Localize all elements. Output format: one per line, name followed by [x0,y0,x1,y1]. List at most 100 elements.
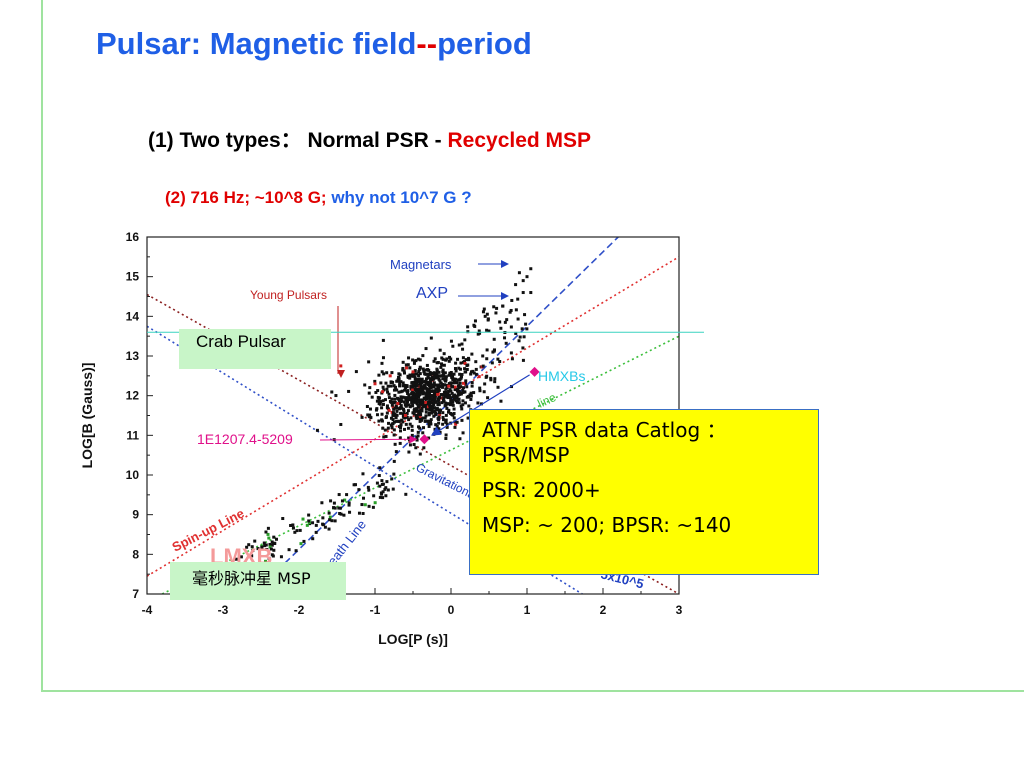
msp-point [338,512,342,516]
normal-pulsar-point [444,413,448,417]
normal-pulsar-point [390,422,394,426]
normal-pulsar-point [381,356,385,360]
msp-point [234,557,238,561]
normal-pulsar-point [471,369,475,373]
normal-pulsar-point [463,361,467,365]
normal-pulsar-point [432,385,436,389]
normal-pulsar-point [420,409,424,413]
normal-pulsar-point [360,415,364,419]
normal-pulsar-point [411,372,415,376]
msp-point [250,554,254,558]
normal-pulsar-point [428,405,432,409]
normal-pulsar-point [430,409,434,413]
msp-point [279,555,283,559]
normal-pulsar-point [418,378,422,382]
normal-pulsar-point [390,397,394,401]
normal-pulsar-point [377,401,381,405]
normal-pulsar-point [339,422,343,426]
normal-pulsar-point [429,336,433,340]
msp-point [392,472,396,476]
normal-pulsar-point [442,352,446,356]
normal-pulsar-point [499,399,503,403]
normal-pulsar-point [434,423,438,427]
normal-pulsar-point [461,347,465,351]
normal-pulsar-point [413,400,417,404]
msp-point [264,543,268,547]
normal-pulsar-point [442,393,446,397]
normal-pulsar-point [444,433,448,437]
normal-pulsar-point [403,384,407,388]
msp-point [340,499,344,503]
msp-point [281,517,285,521]
normal-pulsar-point [419,383,423,387]
normal-pulsar-point [417,374,421,378]
msp-point [266,526,270,530]
normal-pulsar-point [450,413,454,417]
normal-pulsar-point [413,375,417,379]
normal-pulsar-point [469,391,473,395]
msp-point [357,511,361,515]
normal-pulsar-point [424,381,428,385]
msp-point [332,506,336,510]
x-tick-label: 0 [448,603,455,617]
normal-pulsar-point [411,411,415,415]
normal-pulsar-point [469,397,473,401]
normal-pulsar-point [443,377,447,381]
normal-pulsar-point [452,372,456,376]
normal-pulsar-point [395,413,399,417]
normal-pulsar-point [425,405,429,409]
normal-pulsar-point [485,357,489,361]
normal-pulsar-point [402,427,406,431]
msp-point [321,523,325,527]
normal-pulsar-point [429,379,433,383]
magnetars-label: Magnetars [390,257,452,272]
normal-pulsar-point [429,422,433,426]
normal-pulsar-point [444,401,448,405]
normal-pulsar-point [461,403,465,407]
normal-pulsar-point [441,411,445,415]
normal-pulsar-point [376,395,380,399]
normal-pulsar-point [417,370,421,374]
title-part2: period [437,26,532,61]
young-pulsars-label: Young Pulsars [250,288,327,302]
normal-pulsar-point [393,442,397,446]
msp-box: 毫秒脉冲星 MSP [170,562,346,600]
normal-pulsar-point [516,297,520,301]
normal-pulsar-point [421,392,425,396]
msp-point [381,496,385,500]
normal-pulsar-point [429,418,433,422]
msp-point [328,518,332,522]
spinup-line [147,256,679,577]
normal-pulsar-point [452,412,456,416]
normal-pulsar-point [411,403,415,407]
normal-pulsar-point [485,348,489,352]
normal-pulsar-point [368,407,372,411]
normal-pulsar-point [461,399,465,403]
hmxb-arrow [430,374,530,436]
green-line-dotted [161,335,679,594]
normal-pulsar-point [376,389,380,393]
normal-pulsar-point [493,380,497,384]
msp-point [272,535,276,539]
normal-pulsar-point [398,429,402,433]
normal-pulsar-point [407,374,411,378]
atnf-line-1: ATNF PSR data Catlog ：PSR/MSP [482,418,727,467]
msp-point [291,523,295,527]
normal-pulsar-point [385,404,389,408]
msp-point [366,485,370,489]
normal-pulsar-point [385,415,389,419]
normal-pulsar-point [403,388,407,392]
normal-pulsar-point [423,416,427,420]
normal-pulsar-point [402,400,406,404]
msp-point [289,524,293,528]
point-two-main: (2) 716 Hz; ~10^8 G; [165,188,332,207]
normal-pulsar-point [486,317,490,321]
msp-point [343,498,347,502]
normal-pulsar-point [478,386,482,390]
normal-pulsar-point [408,366,412,370]
normal-pulsar-point [413,384,417,388]
normal-pulsar-point [463,338,467,342]
msp-point [251,549,255,553]
normal-pulsar-point [440,396,444,400]
x-tick-label: -4 [142,603,153,617]
